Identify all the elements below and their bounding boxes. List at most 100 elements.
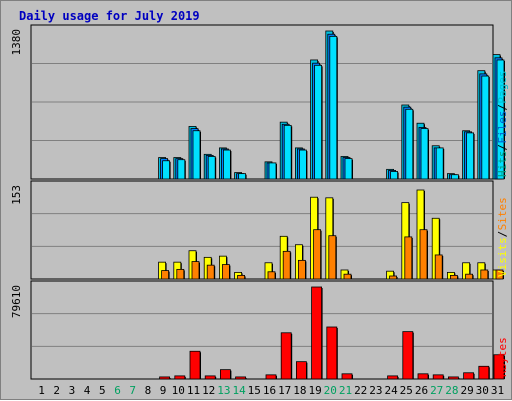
bar-kbytes-kbytes-day-17 xyxy=(280,332,292,380)
bar-hits-pages-day-12 xyxy=(207,156,216,180)
day-label-26: 26 xyxy=(415,384,428,397)
legend-files: Files xyxy=(496,110,509,143)
day-label-4: 4 xyxy=(84,384,91,397)
bar-hits-pages-day-18 xyxy=(298,149,307,180)
day-label-30: 30 xyxy=(476,384,489,397)
bar-visits-sites-day-11 xyxy=(191,261,200,280)
bar-hits-pages-day-10 xyxy=(177,159,186,180)
day-label-31: 31 xyxy=(491,384,504,397)
day-label-24: 24 xyxy=(384,384,398,397)
bar-kbytes-kbytes-day-10 xyxy=(174,375,186,380)
bar-kbytes-kbytes-day-28 xyxy=(447,376,459,380)
bar-kbytes-kbytes-day-9 xyxy=(159,376,171,380)
bar-visits-sites-day-14 xyxy=(237,274,246,280)
bar-kbytes-kbytes-day-13 xyxy=(219,369,231,380)
day-label-5: 5 xyxy=(99,384,106,397)
bar-kbytes-kbytes-day-30 xyxy=(478,365,490,380)
bar-visits-sites-day-9 xyxy=(161,270,170,280)
bar-hits-pages-day-31 xyxy=(496,59,505,180)
day-label-9: 9 xyxy=(160,384,167,397)
bar-visits-sites-day-17 xyxy=(282,250,291,280)
bar-kbytes-kbytes-day-25 xyxy=(402,331,414,380)
day-label-1: 1 xyxy=(38,384,45,397)
legend-separator: / xyxy=(496,144,509,151)
day-label-6: 6 xyxy=(114,384,121,397)
bar-visits-sites-day-13 xyxy=(221,264,230,280)
day-label-7: 7 xyxy=(129,384,136,397)
day-label-28: 28 xyxy=(445,384,458,397)
day-label-15: 15 xyxy=(248,384,261,397)
bar-kbytes-kbytes-day-31 xyxy=(493,354,505,380)
bar-hits-pages-day-9 xyxy=(162,160,171,180)
bar-kbytes-kbytes-day-12 xyxy=(204,375,216,380)
bar-hits-pages-day-19 xyxy=(314,64,323,180)
bar-visits-sites-day-25 xyxy=(404,236,413,280)
bar-visits-sites-day-31 xyxy=(495,269,504,280)
bar-kbytes-kbytes-day-16 xyxy=(265,374,277,380)
bar-visits-sites-day-10 xyxy=(176,268,185,280)
bar-hits-pages-day-27 xyxy=(435,147,444,180)
day-label-16: 16 xyxy=(263,384,276,397)
bar-kbytes-kbytes-day-18 xyxy=(295,361,307,380)
legend-pages: Pages xyxy=(496,70,509,103)
bar-visits-sites-day-20 xyxy=(328,235,337,280)
bar-hits-pages-day-21 xyxy=(344,158,353,180)
day-label-13: 13 xyxy=(217,384,230,397)
bar-hits-pages-day-20 xyxy=(329,35,338,180)
bar-hits-pages-day-25 xyxy=(405,108,414,180)
legend-separator: / xyxy=(496,231,509,238)
bar-hits-pages-day-26 xyxy=(420,128,429,180)
bar-hits-pages-day-13 xyxy=(222,149,231,180)
day-label-19: 19 xyxy=(308,384,321,397)
bar-visits-sites-day-30 xyxy=(480,269,489,280)
bar-visits-sites-day-26 xyxy=(419,229,428,280)
bar-visits-sites-day-24 xyxy=(389,275,398,280)
bar-hits-pages-day-30 xyxy=(481,75,490,180)
panel-hits-max-label: 1380 xyxy=(10,29,23,56)
bar-kbytes-kbytes-day-21 xyxy=(341,373,353,380)
legend-hits: Hits xyxy=(496,151,509,178)
day-label-22: 22 xyxy=(354,384,367,397)
bar-hits-pages-day-29 xyxy=(466,132,475,180)
day-label-18: 18 xyxy=(293,384,306,397)
bar-kbytes-kbytes-day-14 xyxy=(235,376,247,380)
bar-hits-pages-day-24 xyxy=(390,171,399,180)
bar-visits-sites-day-16 xyxy=(267,271,276,280)
legend-sites: Sites xyxy=(496,197,509,230)
bar-visits-sites-day-21 xyxy=(343,273,352,280)
bar-visits-sites-day-19 xyxy=(313,229,322,280)
day-label-8: 8 xyxy=(145,384,152,397)
bar-kbytes-kbytes-day-20 xyxy=(326,326,338,380)
bar-kbytes-kbytes-day-26 xyxy=(417,373,429,380)
legend-kbytes: KBytes xyxy=(496,337,509,377)
bar-kbytes-kbytes-day-19 xyxy=(311,286,323,380)
day-label-29: 29 xyxy=(460,384,473,397)
day-label-12: 12 xyxy=(202,384,215,397)
day-label-17: 17 xyxy=(278,384,291,397)
panel-kbytes-max-label: 79610 xyxy=(10,285,23,318)
panel-kbytes-background xyxy=(30,280,494,380)
chart-title: Daily usage for July 2019 xyxy=(19,9,200,23)
bar-visits-sites-day-18 xyxy=(297,259,306,280)
bar-hits-pages-day-14 xyxy=(238,173,247,180)
day-label-25: 25 xyxy=(400,384,413,397)
bar-hits-pages-day-28 xyxy=(450,174,459,180)
bar-visits-sites-day-29 xyxy=(465,273,474,280)
day-label-27: 27 xyxy=(430,384,443,397)
day-label-11: 11 xyxy=(187,384,200,397)
legend-visits: Visits xyxy=(496,237,509,277)
day-label-3: 3 xyxy=(69,384,76,397)
day-label-23: 23 xyxy=(369,384,382,397)
bar-kbytes-kbytes-day-24 xyxy=(387,375,399,380)
panel-visits-background xyxy=(30,180,494,280)
panel-visits-max-label: 153 xyxy=(10,185,23,205)
bar-hits-pages-day-11 xyxy=(192,130,201,180)
day-label-21: 21 xyxy=(339,384,352,397)
day-label-2: 2 xyxy=(53,384,60,397)
bar-visits-sites-day-12 xyxy=(206,264,215,280)
day-label-20: 20 xyxy=(324,384,337,397)
bar-hits-pages-day-17 xyxy=(283,124,292,180)
day-label-14: 14 xyxy=(232,384,246,397)
